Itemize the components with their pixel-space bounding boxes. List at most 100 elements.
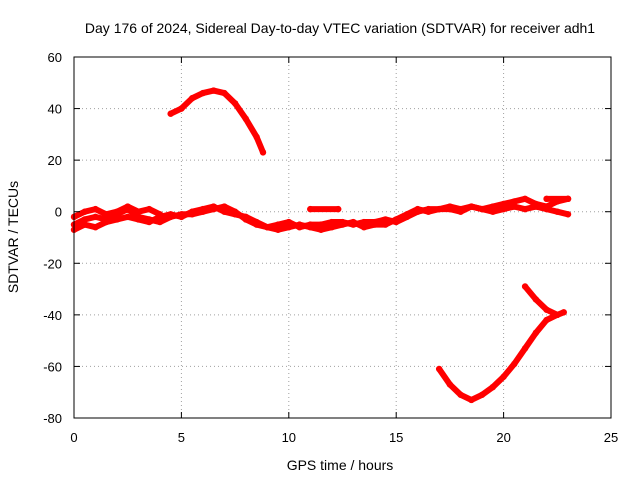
data-point <box>521 205 529 213</box>
series-line <box>167 87 267 156</box>
data-point <box>446 381 454 388</box>
data-point <box>113 216 121 223</box>
data-point <box>328 218 335 226</box>
data-point <box>521 345 529 352</box>
data-point <box>511 198 518 205</box>
y-tick-label: 40 <box>48 102 62 117</box>
data-point <box>489 203 497 210</box>
data-point <box>145 218 153 226</box>
data-point <box>307 223 314 231</box>
data-point <box>457 208 464 215</box>
data-point <box>500 200 507 208</box>
series-band-2 <box>70 203 572 233</box>
data-point <box>285 223 292 231</box>
data-point <box>259 149 267 156</box>
data-point <box>543 205 550 213</box>
data-point <box>103 218 110 226</box>
series-band-3 <box>70 203 164 221</box>
data-point <box>274 221 282 228</box>
data-point <box>167 110 174 117</box>
data-point <box>554 208 561 215</box>
data-point <box>564 211 572 218</box>
data-point <box>468 396 475 404</box>
data-point <box>371 221 378 228</box>
data-point <box>511 203 518 210</box>
data-point <box>156 211 164 218</box>
x-tick-label: 5 <box>178 430 185 445</box>
data-point <box>500 205 507 213</box>
data-point <box>382 221 389 228</box>
data-point <box>468 203 475 210</box>
grid <box>74 57 611 418</box>
y-tick-label: -40 <box>43 308 62 323</box>
x-tick-label: 10 <box>282 430 296 445</box>
data-point <box>210 203 217 210</box>
series-group <box>70 87 572 404</box>
data-point <box>489 383 497 391</box>
plot-frame <box>73 56 612 419</box>
data-point <box>285 218 292 226</box>
data-point <box>564 195 572 203</box>
y-tick-label: 0 <box>55 205 62 220</box>
data-point <box>543 195 550 203</box>
data-point <box>242 213 250 221</box>
data-point <box>543 316 550 324</box>
data-point <box>478 391 486 398</box>
x-tick-label: 25 <box>604 430 618 445</box>
data-point <box>435 365 443 373</box>
data-point <box>478 205 486 213</box>
data-point <box>210 87 217 94</box>
data-point <box>543 306 550 313</box>
y-axis-label: SDTVAR / TECUs <box>5 181 21 293</box>
axis-ticks: 0 5 10 15 20 25 -80 -60 -40 -20 0 20 40 60 <box>43 50 618 445</box>
data-point <box>532 329 540 337</box>
data-point <box>532 203 540 210</box>
data-point <box>335 205 342 213</box>
data-point <box>435 205 443 213</box>
x-tick-label: 15 <box>389 430 403 445</box>
data-point <box>511 360 518 368</box>
data-point <box>92 223 99 231</box>
data-point <box>103 211 110 218</box>
data-point <box>188 208 196 215</box>
data-point <box>532 296 540 303</box>
data-point <box>274 226 282 233</box>
data-point <box>145 205 153 213</box>
data-point <box>328 223 335 231</box>
data-point <box>188 95 196 102</box>
data-point <box>521 283 529 290</box>
x-tick-label: 20 <box>496 430 510 445</box>
data-point <box>124 203 131 210</box>
data-point <box>317 221 325 228</box>
data-point <box>457 391 464 398</box>
data-point <box>296 221 303 228</box>
data-point <box>500 373 507 380</box>
data-point <box>425 208 432 215</box>
data-point <box>167 211 174 218</box>
data-point <box>264 223 271 231</box>
y-tick-label: -20 <box>43 256 62 271</box>
data-point <box>253 133 260 141</box>
y-tick-label: 60 <box>48 50 62 65</box>
series-arc-high <box>167 87 267 156</box>
data-point <box>414 205 421 213</box>
series-line <box>436 309 567 403</box>
data-point <box>92 205 99 213</box>
data-point <box>135 208 142 215</box>
data-point <box>92 213 99 221</box>
data-point <box>81 216 88 223</box>
data-point <box>113 208 121 215</box>
data-point <box>253 218 260 226</box>
data-point <box>403 211 411 218</box>
data-point <box>339 221 346 228</box>
chart-title: Day 176 of 2024, Sidereal Day-to-day VTE… <box>85 20 595 36</box>
y-tick-label: 20 <box>48 153 62 168</box>
x-axis-label: GPS time / hours <box>287 457 394 473</box>
x-tick-label: 0 <box>70 430 77 445</box>
data-point <box>360 223 368 231</box>
data-point <box>231 211 239 218</box>
data-point <box>242 115 250 123</box>
data-point <box>446 205 454 213</box>
data-point <box>350 218 357 226</box>
